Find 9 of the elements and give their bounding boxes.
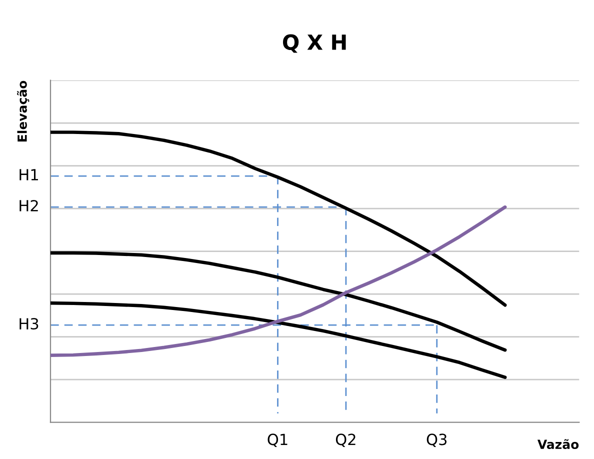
chart-title: Q X H [283,34,346,53]
x-tick-label: Q2 [336,434,356,447]
ref-line-label: H1 [20,169,38,180]
ref-line-label: H2 [20,200,38,212]
x-tick-label: Q1 [268,434,288,447]
ref-line-label: H3 [20,318,38,330]
x-tick-label: Q3 [426,434,447,447]
y-axis-title: Elevação [17,80,30,142]
x-axis-title: Vazão [537,439,579,450]
